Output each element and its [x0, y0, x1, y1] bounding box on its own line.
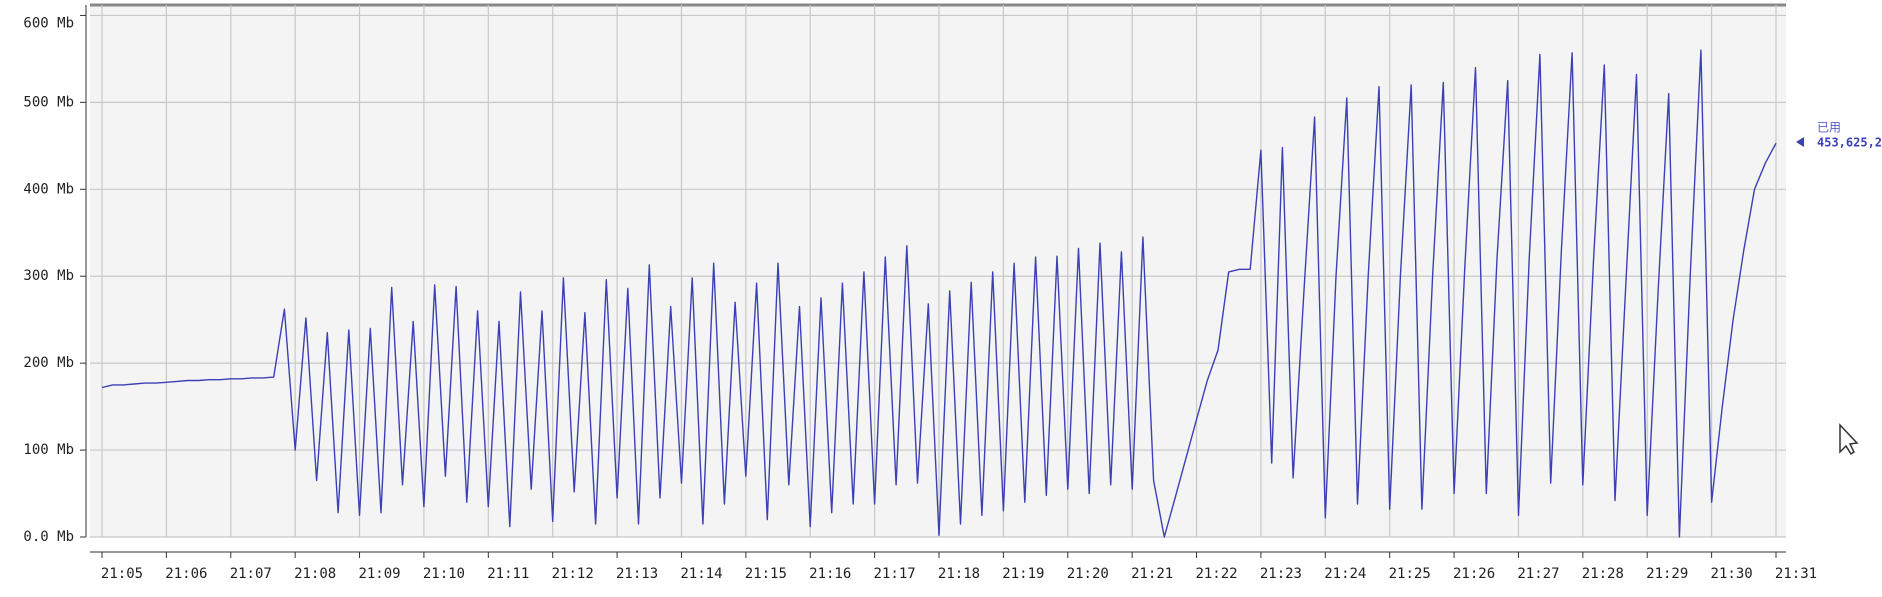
y-tick-label: 600 Mb — [23, 15, 74, 31]
y-tick-label: 200 Mb — [23, 355, 74, 371]
x-tick-label: 21:21 — [1131, 566, 1173, 582]
x-tick-label: 21:22 — [1195, 566, 1237, 582]
x-tick-label: 21:10 — [423, 566, 465, 582]
x-tick-label: 21:18 — [938, 566, 980, 582]
legend-label: 已用 — [1817, 121, 1841, 135]
series-line — [101, 49, 1777, 538]
y-tick-label: 300 Mb — [23, 268, 74, 284]
x-tick-label: 21:09 — [358, 566, 400, 582]
x-tick-label: 21:24 — [1324, 566, 1366, 582]
x-tick-label: 21:17 — [874, 566, 916, 582]
x-tick-label: 21:05 — [101, 566, 143, 582]
legend-arrow — [1796, 137, 1804, 147]
x-tick-label: 21:13 — [616, 566, 658, 582]
x-tick-label: 21:16 — [809, 566, 851, 582]
y-tick-label: 0.0 Mb — [23, 529, 74, 545]
x-tick-label: 21:06 — [165, 566, 207, 582]
x-tick-label: 21:08 — [294, 566, 336, 582]
x-tick-label: 21:30 — [1711, 566, 1753, 582]
x-tick-label: 21:11 — [487, 566, 529, 582]
x-tick-label: 21:31 — [1775, 566, 1817, 582]
x-tick-label: 21:20 — [1067, 566, 1109, 582]
series — [101, 49, 1777, 538]
y-tick-label: 100 Mb — [23, 442, 74, 458]
legend-value: 453,625,2 — [1817, 136, 1882, 150]
x-tick-label: 21:14 — [680, 566, 722, 582]
plot-area — [90, 5, 1786, 537]
x-tick-label: 21:26 — [1453, 566, 1495, 582]
x-tick-label: 21:29 — [1646, 566, 1688, 582]
x-tick-label: 21:15 — [745, 566, 787, 582]
x-tick-label: 21:25 — [1389, 566, 1431, 582]
y-tick-label: 400 Mb — [23, 181, 74, 197]
x-tick-label: 21:23 — [1260, 566, 1302, 582]
x-tick-label: 21:07 — [230, 566, 272, 582]
mouse-cursor — [1839, 423, 1859, 456]
y-tick-label: 500 Mb — [23, 94, 74, 110]
x-tick-label: 21:19 — [1002, 566, 1044, 582]
x-tick-label: 21:28 — [1582, 566, 1624, 582]
x-tick-label: 21:12 — [552, 566, 594, 582]
x-tick-label: 21:27 — [1517, 566, 1559, 582]
